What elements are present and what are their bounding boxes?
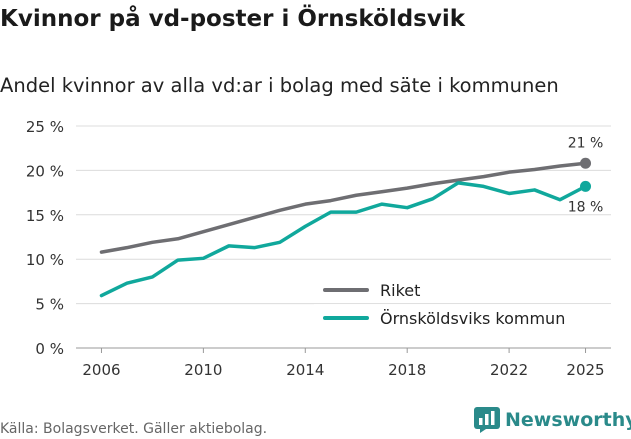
series-end-point-kommun <box>580 180 592 192</box>
y-tick-label: 15 % <box>26 207 64 225</box>
y-tick-label: 25 % <box>26 118 64 136</box>
newsworthy-logo-icon <box>474 407 500 433</box>
series-line-riket <box>99 161 588 254</box>
series-line-kommun <box>99 181 588 298</box>
y-tick-label: 5 % <box>35 296 64 314</box>
legend-label: Örnsköldsviks kommun <box>380 309 565 328</box>
source-note: Källa: Bolagsverket. Gäller aktiebolag. <box>0 421 268 437</box>
series-end-point-riket <box>580 157 592 169</box>
x-tick-label: 2006 <box>82 361 120 379</box>
grid-lines <box>76 125 611 349</box>
series-end-label-kommun: 18 % <box>568 199 604 215</box>
line-chart: 0 %5 %10 %15 %20 %25 % 2006 2010 2014 2018 2… <box>26 118 612 379</box>
y-tick-label: 20 % <box>26 162 64 180</box>
x-tick-label: 2025 <box>566 361 604 379</box>
series-end-label-riket: 21 % <box>568 135 604 151</box>
series-group: 21 % 18 % <box>99 135 604 298</box>
legend: Riket Örnsköldsviks kommun <box>314 276 612 330</box>
y-tick-label: 0 % <box>35 340 64 358</box>
y-axis-ticks: 0 % 5 % 10 % 15 % 20 % 25 % <box>26 118 64 358</box>
chart-subtitle: Andel kvinnor av alla vd:ar i bolag med … <box>0 74 559 97</box>
x-axis-ticks: 2006 2010 2014 2018 2022 2025 <box>82 348 605 379</box>
y-tick-label: 10 % <box>26 251 64 269</box>
brand-name: Newsworthy <box>505 409 631 431</box>
x-tick-label: 2018 <box>388 361 426 379</box>
brand-logo: Newsworthy <box>474 407 631 433</box>
legend-label: Riket <box>380 281 420 300</box>
x-tick-label: 2022 <box>490 361 528 379</box>
x-tick-label: 2010 <box>184 361 222 379</box>
x-tick-label: 2014 <box>286 361 324 379</box>
chart-title: Kvinnor på vd-poster i Örnsköldsvik <box>0 6 466 32</box>
